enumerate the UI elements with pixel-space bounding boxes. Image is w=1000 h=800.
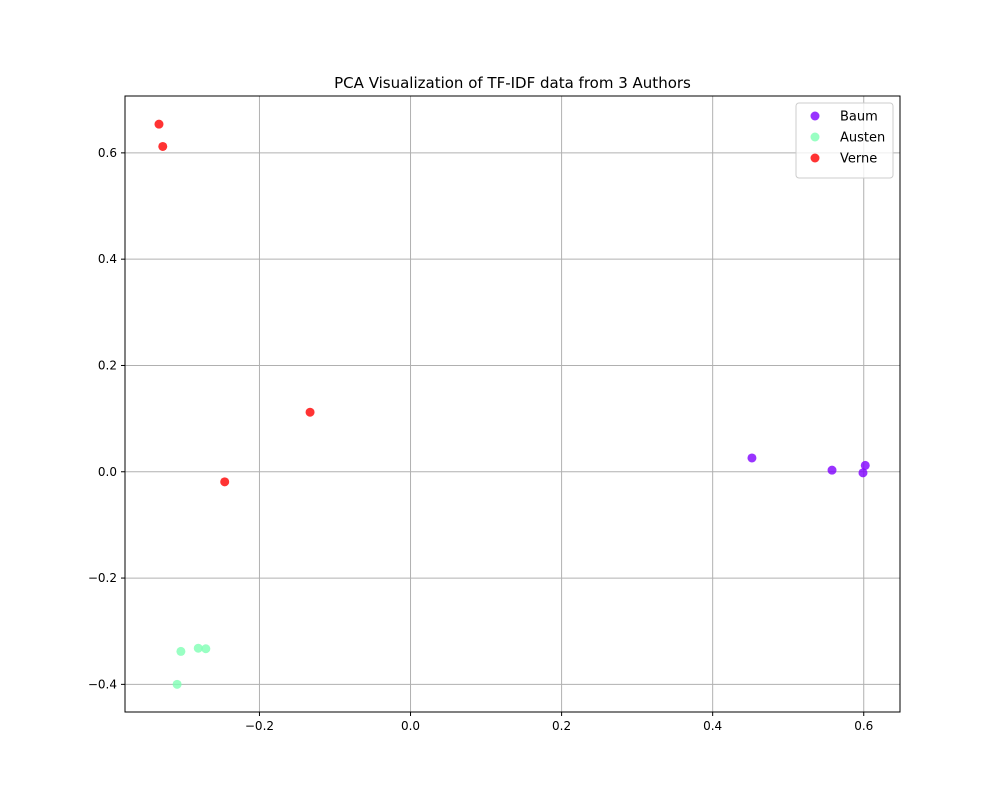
data-point-austen — [176, 646, 186, 656]
legend-label-verne: Verne — [840, 152, 877, 167]
legend-marker-austen — [810, 132, 820, 142]
y-tick-label: 0.4 — [98, 252, 117, 266]
data-point-baum — [860, 460, 870, 470]
x-tick-label: 0.6 — [854, 719, 873, 733]
data-point-baum — [747, 453, 757, 463]
legend-marker-verne — [810, 153, 820, 163]
grid-lines — [125, 96, 900, 712]
data-point-verne — [220, 477, 230, 487]
data-point-verne — [154, 119, 164, 129]
y-tick-label: −0.4 — [88, 677, 117, 691]
data-point-baum — [827, 465, 837, 475]
x-tick-label: 0.0 — [401, 719, 420, 733]
axis-ticks: −0.2 0.0 0.2 0.4 0.6 −0.4 −0.2 0.0 0.2 0.4 0.6 — [88, 146, 873, 733]
data-points — [154, 119, 870, 689]
y-tick-label: 0.6 — [98, 146, 117, 160]
data-point-verne — [305, 407, 315, 417]
x-tick-label: −0.2 — [245, 719, 274, 733]
legend: Baum Austen Verne — [795, 102, 894, 179]
plot-frame — [124, 95, 901, 713]
y-tick-label: 0.2 — [98, 358, 117, 372]
chart-title: PCA Visualization of TF-IDF data from 3 … — [334, 74, 691, 92]
data-point-verne — [158, 141, 168, 151]
data-point-austen — [172, 679, 182, 689]
y-tick-label: 0.0 — [98, 465, 117, 479]
data-point-austen — [193, 643, 203, 653]
x-tick-label: 0.2 — [552, 719, 571, 733]
data-point-austen — [201, 644, 211, 654]
legend-label-baum: Baum — [840, 110, 878, 125]
legend-label-austen: Austen — [840, 131, 885, 146]
y-tick-label: −0.2 — [88, 571, 117, 585]
x-tick-label: 0.4 — [703, 719, 722, 733]
legend-box — [795, 102, 894, 179]
data-point-baum — [858, 468, 868, 478]
legend-marker-baum — [810, 111, 820, 121]
